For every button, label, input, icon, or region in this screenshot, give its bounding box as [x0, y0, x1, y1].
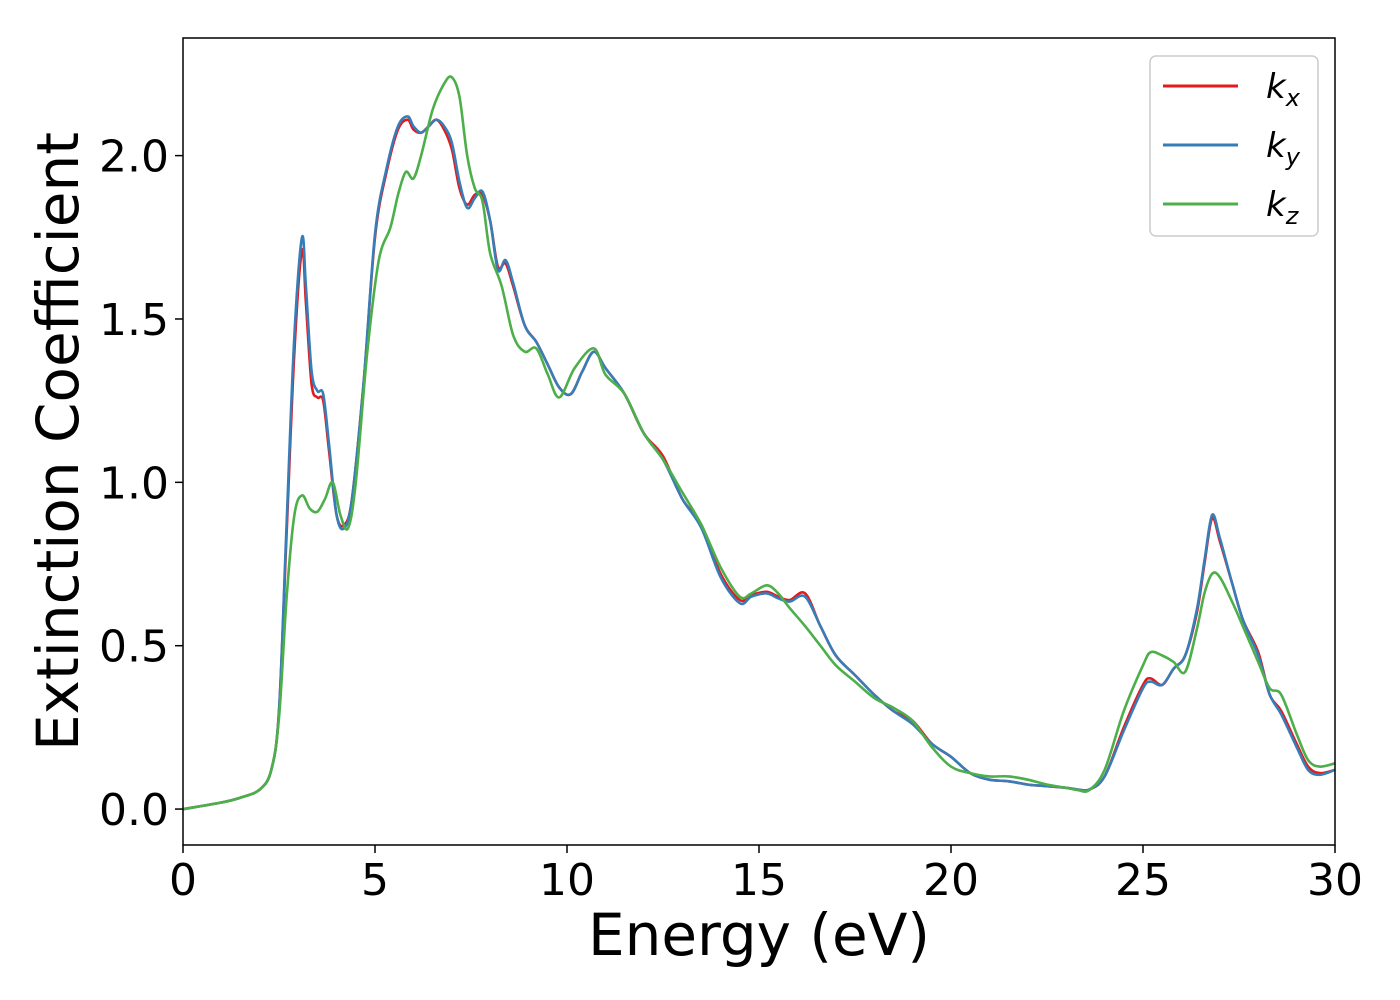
x-tick-label: 10 [539, 855, 595, 906]
y-axis: 0.0 0.5 1.0 1.5 2.0 [99, 132, 183, 836]
series-line-kz [182, 75, 1336, 811]
legend-label-ky: ky [1266, 126, 1301, 171]
y-tick-label: 1.5 [99, 295, 169, 346]
x-tick-label: 25 [1115, 855, 1171, 906]
y-tick-label: 0.5 [99, 622, 169, 673]
x-tick-label: 20 [923, 855, 979, 906]
x-tick-label: 0 [169, 855, 197, 906]
legend-label-subscript: x [1285, 84, 1301, 112]
legend-label-kx: kx [1266, 67, 1301, 112]
legend-label-base: k [1266, 185, 1287, 225]
legend-label-subscript: y [1285, 143, 1301, 171]
y-axis-title: Extinction Coefficient [24, 132, 92, 751]
legend-label-base: k [1266, 126, 1287, 166]
x-tick-label: 30 [1307, 855, 1363, 906]
y-tick-label: 0.0 [99, 785, 169, 836]
x-tick-label: 15 [731, 855, 787, 906]
y-tick-label: 1.0 [99, 458, 169, 509]
x-tick-label: 5 [361, 855, 389, 906]
y-tick-label: 2.0 [99, 132, 169, 183]
legend-label-kz: kz [1266, 185, 1300, 230]
x-axis: 0 5 10 15 20 25 30 [169, 845, 1363, 906]
legend-label-base: k [1266, 67, 1287, 107]
legend-label-subscript: z [1285, 202, 1300, 230]
series-lines [182, 75, 1336, 811]
x-axis-title: Energy (eV) [588, 901, 930, 969]
